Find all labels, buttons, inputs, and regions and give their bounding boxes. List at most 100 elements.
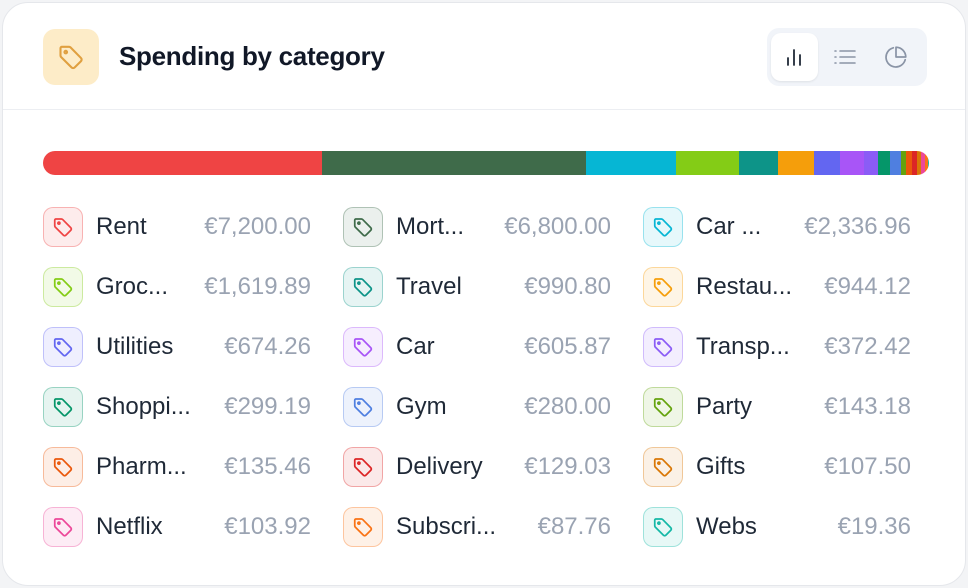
category-name: Rent — [96, 213, 147, 240]
tag-icon — [43, 267, 83, 307]
bar-segment-groc[interactable] — [676, 151, 740, 175]
category-amount: €6,800.00 — [504, 213, 611, 240]
tag-icon — [43, 507, 83, 547]
list-item[interactable]: Webs €19.36 — [643, 497, 911, 557]
tag-icon — [43, 387, 83, 427]
tag-icon — [643, 327, 683, 367]
list-item[interactable]: Pharm... €135.46 — [43, 437, 311, 497]
tag-icon — [43, 29, 99, 85]
list-item[interactable]: Restau... €944.12 — [643, 257, 911, 317]
bar-segment-transp[interactable] — [863, 151, 879, 175]
category-amount: €135.46 — [224, 453, 311, 480]
tag-icon — [343, 267, 383, 307]
list-item[interactable]: Rent €7,200.00 — [43, 197, 311, 257]
list-item[interactable]: Mort... €6,800.00 — [343, 197, 611, 257]
tag-icon — [343, 507, 383, 547]
bar-segment-car[interactable] — [585, 151, 677, 175]
category-name: Party — [696, 393, 753, 420]
bar-segment-subscri[interactable] — [924, 151, 929, 175]
tag-icon — [643, 387, 683, 427]
category-name: Pharm... — [96, 453, 187, 480]
list-item[interactable]: Utilities €674.26 — [43, 317, 311, 377]
list-item[interactable]: Gym €280.00 — [343, 377, 611, 437]
list-item[interactable]: Shoppi... €299.19 — [43, 377, 311, 437]
bar-segment-shoppi[interactable] — [878, 151, 890, 175]
tag-icon — [343, 447, 383, 487]
list-item[interactable]: Groc... €1,619.89 — [43, 257, 311, 317]
bar-segment-gym[interactable] — [889, 151, 901, 175]
view-toggle — [767, 28, 927, 86]
tag-icon — [343, 387, 383, 427]
tag-icon — [643, 447, 683, 487]
bar-segment-party[interactable] — [900, 151, 907, 175]
bar-segment-netflix[interactable] — [920, 151, 925, 175]
category-name: Restau... — [696, 273, 793, 300]
category-name: Car — [396, 333, 435, 360]
tag-icon — [43, 207, 83, 247]
bar-segment-travel[interactable] — [739, 151, 778, 175]
tag-icon — [343, 327, 383, 367]
tag-icon — [643, 267, 683, 307]
tag-icon — [343, 207, 383, 247]
category-name: Mort... — [396, 213, 465, 240]
category-name: Netflix — [96, 513, 163, 540]
category-name: Webs — [696, 513, 757, 540]
list-item[interactable]: Travel €990.80 — [343, 257, 611, 317]
pie-view-button[interactable] — [872, 33, 919, 81]
category-amount: €103.92 — [224, 513, 311, 540]
category-name: Gym — [396, 393, 447, 420]
list-item[interactable]: Car ... €2,336.96 — [643, 197, 911, 257]
list-item[interactable]: Party €143.18 — [643, 377, 911, 437]
category-amount: €605.87 — [524, 333, 611, 360]
list-item[interactable]: Gifts €107.50 — [643, 437, 911, 497]
tag-icon — [43, 447, 83, 487]
category-name: Groc... — [96, 273, 169, 300]
category-amount: €107.50 — [824, 453, 911, 480]
category-amount: €19.36 — [837, 513, 911, 540]
category-amount: €7,200.00 — [204, 213, 311, 240]
list-item[interactable]: Car €605.87 — [343, 317, 611, 377]
list-icon — [834, 50, 856, 64]
pie-chart-icon — [884, 46, 907, 68]
bar-segment-pharm[interactable] — [906, 151, 912, 175]
category-amount: €143.18 — [824, 393, 911, 420]
tag-icon — [643, 507, 683, 547]
list-item[interactable]: Transp... €372.42 — [643, 317, 911, 377]
category-amount: €2,336.96 — [804, 213, 911, 240]
list-item[interactable]: Netflix €103.92 — [43, 497, 311, 557]
bar-segment-rent[interactable] — [43, 151, 323, 175]
bar-segment-webs[interactable] — [928, 151, 929, 175]
list-item[interactable]: Subscri... €87.76 — [343, 497, 611, 557]
bar-segment-car[interactable] — [840, 151, 864, 175]
category-amount: €280.00 — [524, 393, 611, 420]
category-amount: €299.19 — [224, 393, 311, 420]
category-name: Subscri... — [396, 513, 497, 540]
bar-segment-restau[interactable] — [777, 151, 815, 175]
spending-stacked-bar — [43, 151, 929, 175]
bar-segment-gifts[interactable] — [916, 151, 921, 175]
category-amount: €674.26 — [224, 333, 311, 360]
category-name: Utilities — [96, 333, 174, 360]
category-amount: €87.76 — [537, 513, 611, 540]
category-name: Delivery — [396, 453, 483, 480]
tag-icon — [643, 207, 683, 247]
category-amount: €372.42 — [824, 333, 911, 360]
category-name: Gifts — [696, 453, 746, 480]
bar-chart-icon — [787, 49, 802, 66]
category-name: Transp... — [696, 333, 790, 360]
category-amount: €990.80 — [524, 273, 611, 300]
category-name: Car ... — [696, 213, 762, 240]
list-view-button[interactable] — [822, 33, 869, 81]
category-amount: €944.12 — [824, 273, 911, 300]
category-amount: €1,619.89 — [204, 273, 311, 300]
list-item[interactable]: Delivery €129.03 — [343, 437, 611, 497]
category-amount: €129.03 — [524, 453, 611, 480]
category-name: Travel — [396, 273, 462, 300]
bar-segment-mort[interactable] — [322, 151, 586, 175]
tag-icon — [43, 327, 83, 367]
page-title: Spending by category — [119, 41, 385, 71]
bar-segment-delivery[interactable] — [911, 151, 917, 175]
bar-segment-utilities[interactable] — [814, 151, 841, 175]
bar-view-button[interactable] — [771, 33, 818, 81]
